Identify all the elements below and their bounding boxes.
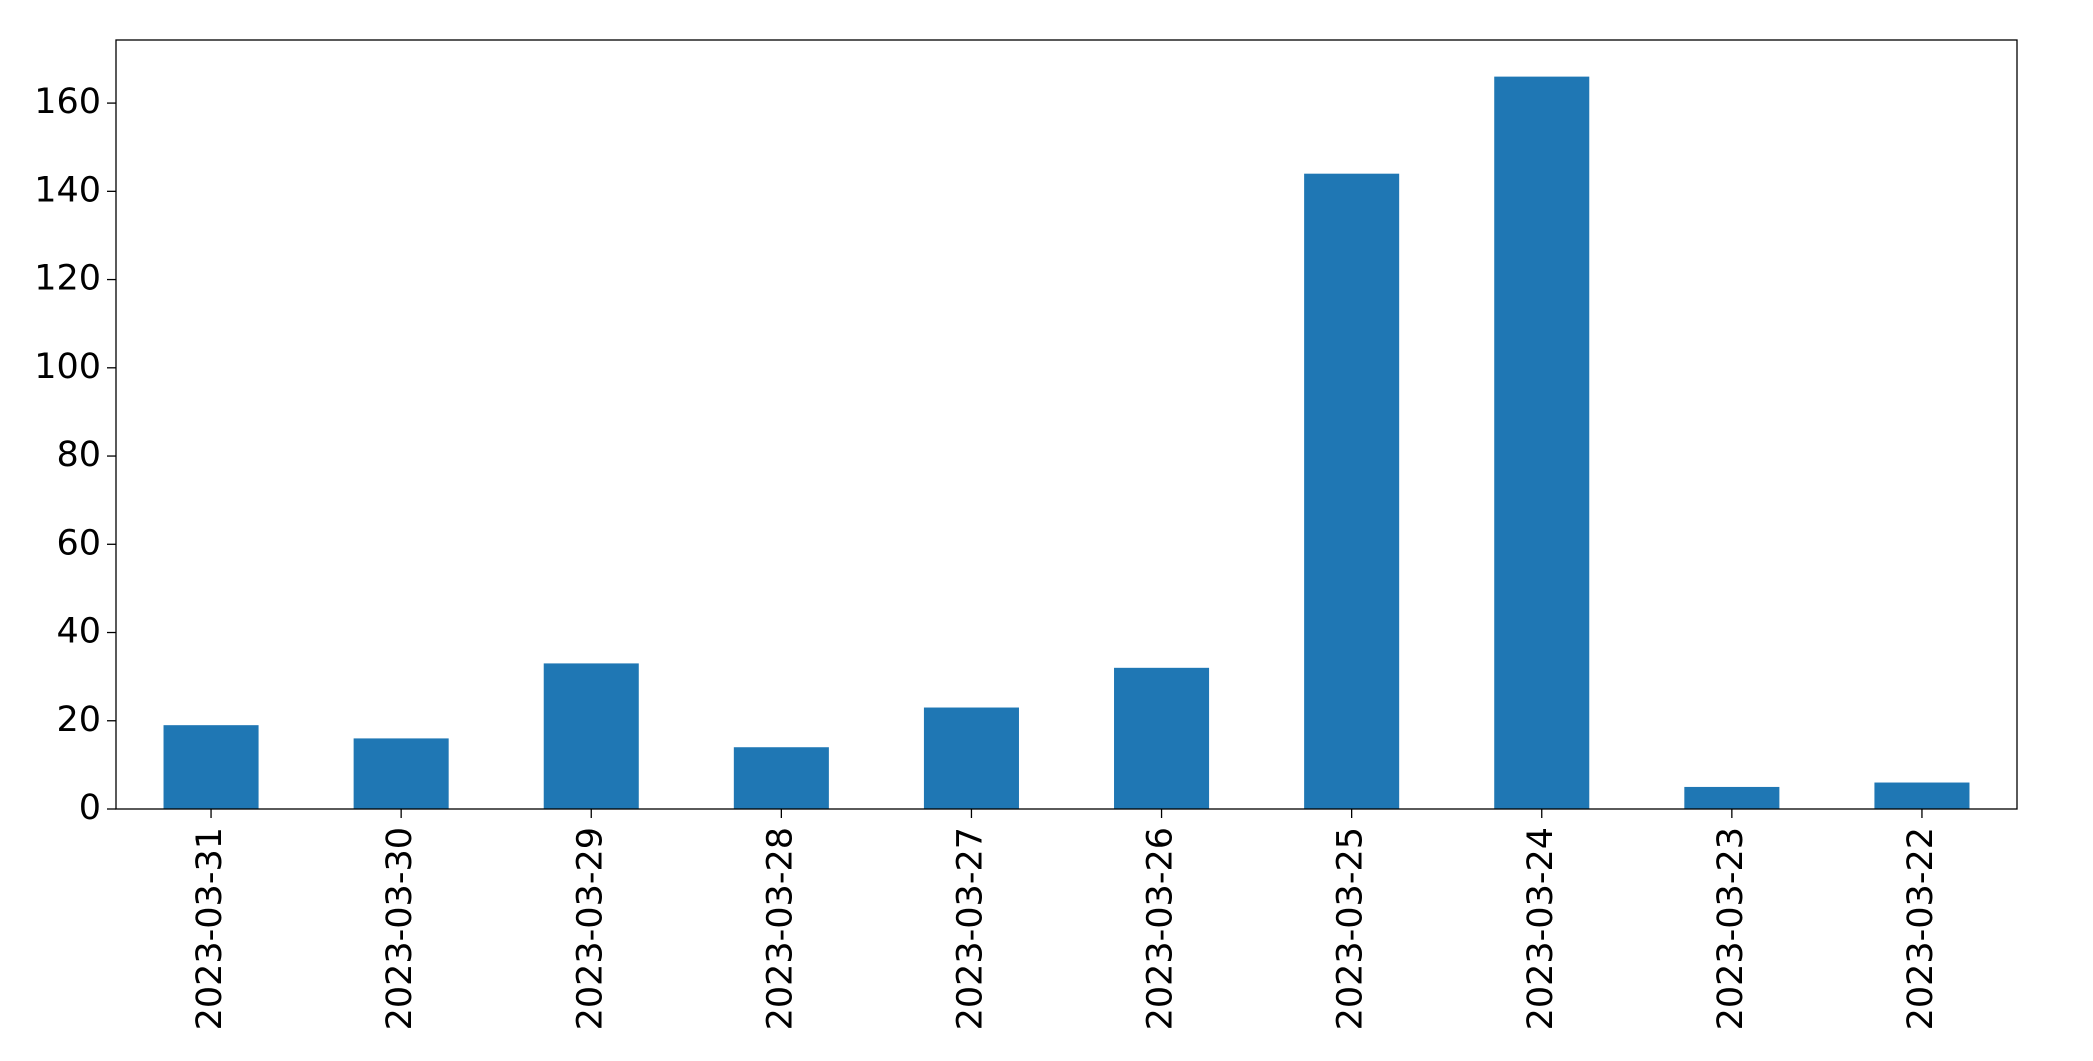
y-tick-label: 40 [56,612,101,652]
x-tick-label: 2023-03-25 [1331,827,1371,1030]
y-tick-label: 80 [56,435,101,475]
bar [1874,782,1970,809]
bar [163,725,259,809]
y-tick-label: 140 [34,170,101,210]
y-tick-label: 20 [56,700,101,740]
bar [733,747,829,809]
bar [1494,76,1590,810]
x-tick-label: 2023-03-29 [570,827,610,1030]
bar [1684,786,1780,809]
y-tick-label: 0 [79,788,101,828]
y-tick-label: 160 [34,82,101,122]
x-tick-label: 2023-03-26 [1141,827,1181,1030]
x-tick-label: 2023-03-30 [380,827,420,1030]
bar [1304,173,1400,809]
x-tick-label: 2023-03-23 [1711,827,1751,1030]
bar [923,707,1019,809]
bar [1114,667,1210,809]
y-tick-label: 60 [56,523,101,563]
bar [353,738,449,809]
y-tick-label: 100 [34,347,101,387]
x-tick-label: 2023-03-27 [950,827,990,1030]
x-tick-label: 2023-03-22 [1901,827,1941,1030]
x-tick-label: 2023-03-31 [190,827,230,1030]
y-tick-label: 120 [34,259,101,299]
x-tick-label: 2023-03-24 [1521,827,1561,1030]
bar [543,663,639,809]
x-tick-label: 2023-03-28 [760,827,800,1030]
plot-frame [115,39,2018,810]
